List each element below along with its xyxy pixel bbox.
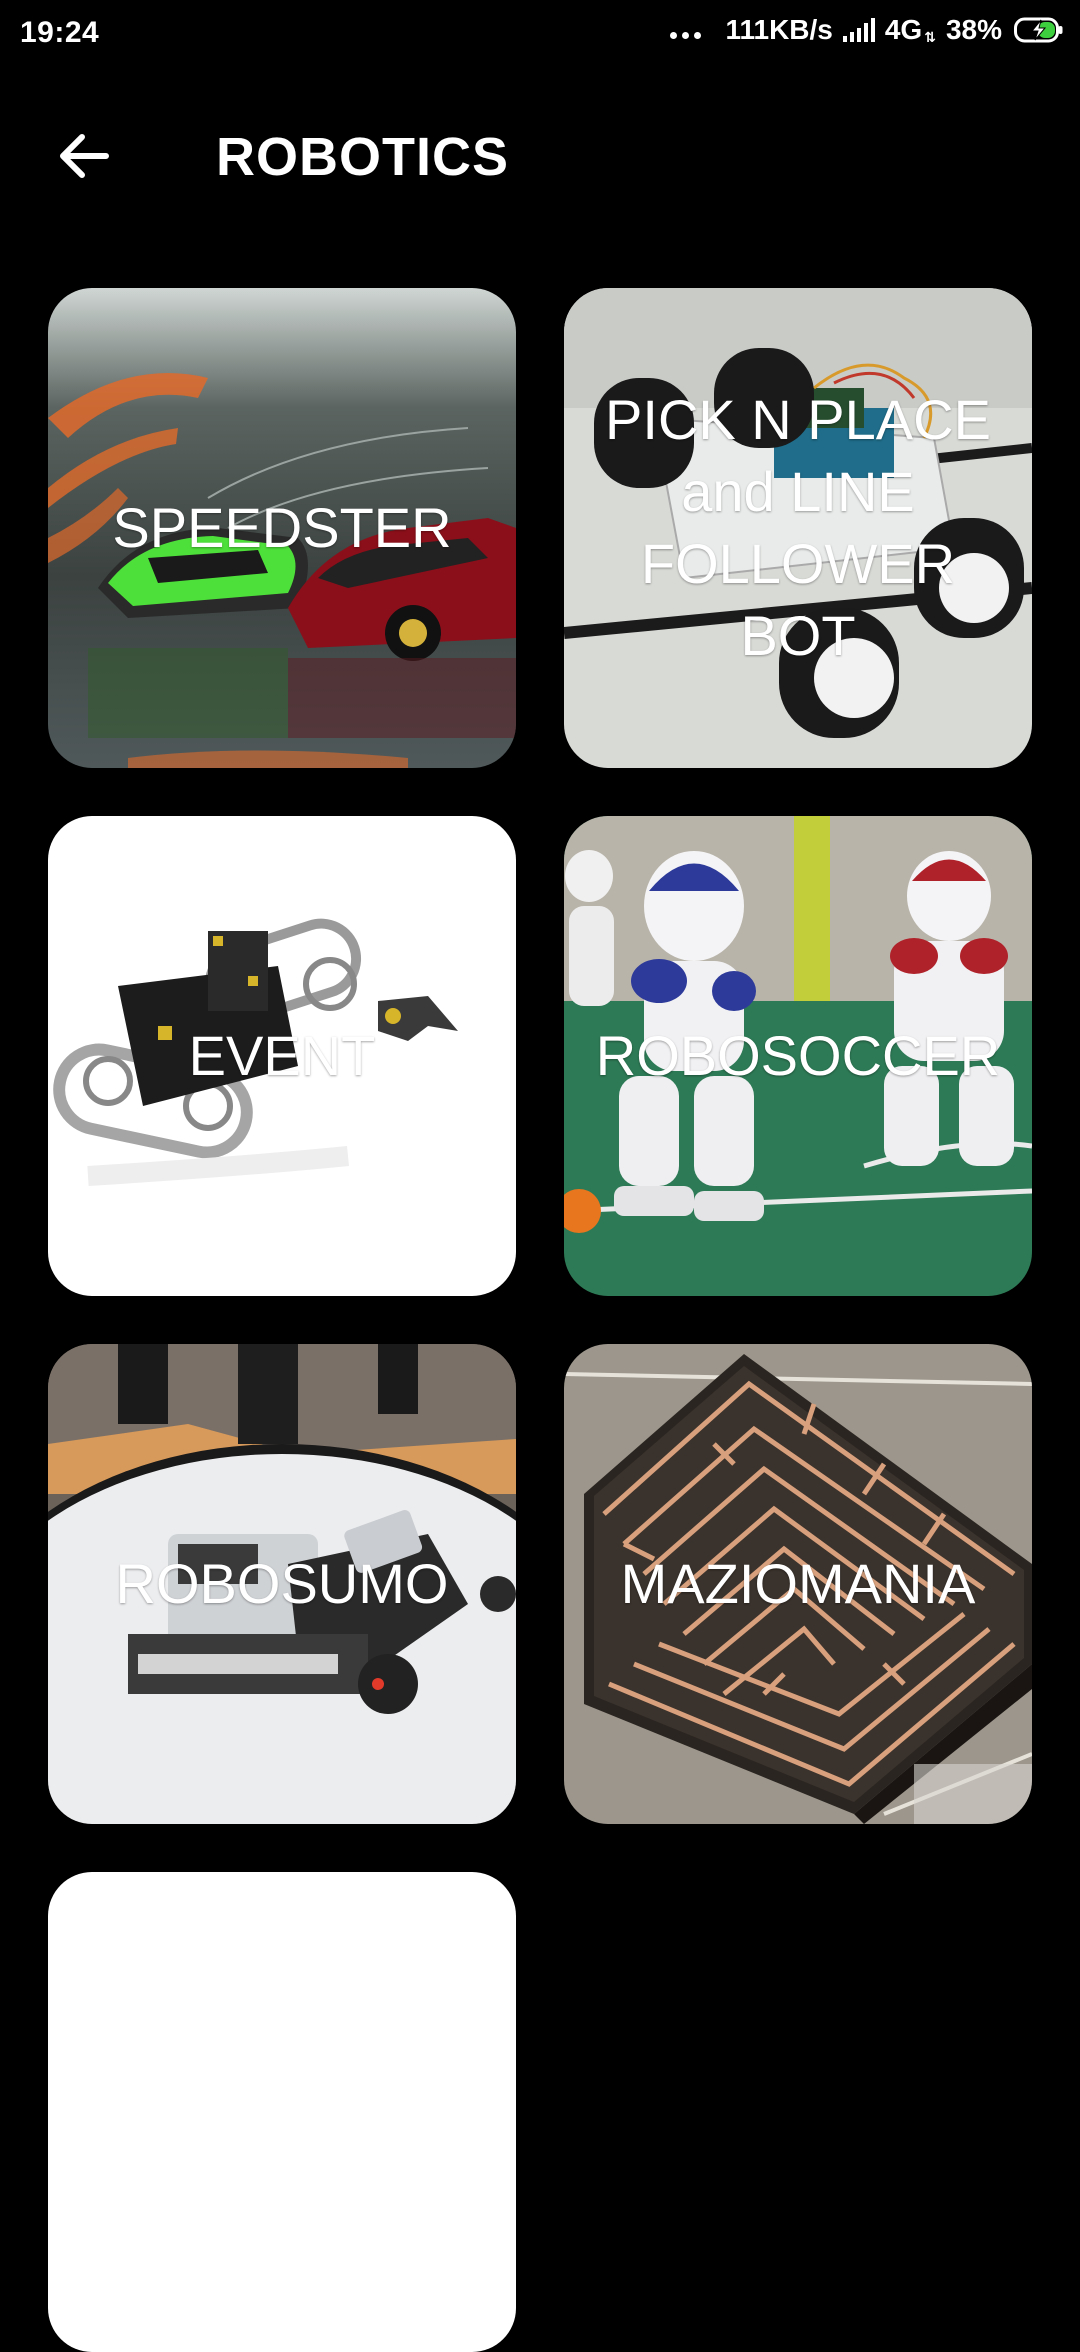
event-card-robosumo[interactable]: ROBOSUMO: [48, 1344, 516, 1824]
maze-image: [564, 1344, 1032, 1824]
signal-strength-icon: [842, 18, 875, 42]
battery-percent: 38%: [945, 14, 1002, 45]
event-label: ROBOSOCCER: [595, 1024, 1001, 1087]
robosoccer-image: [564, 816, 1032, 1296]
arrow-left-icon: [60, 134, 109, 178]
tracked-robot-image: [48, 816, 516, 1296]
network-speed: 111KB/s: [725, 14, 833, 45]
robosumo-image: [48, 1344, 516, 1824]
event-label: MAZIOMANIA: [620, 1552, 976, 1615]
event-card-maziomania[interactable]: MAZIOMANIA: [564, 1344, 1032, 1824]
event-label: PICK N PLACE and LINE FOLLOWER BOT: [605, 388, 991, 667]
speedster-image: [48, 288, 516, 768]
data-activity-icon: ⇅: [924, 29, 936, 45]
app-bar: ROBOTICS: [0, 100, 1080, 212]
battery-charging-icon: [1014, 17, 1064, 43]
back-button[interactable]: [44, 124, 124, 188]
status-indicators: 111KB/s 4G ⇅ 38%: [670, 14, 1064, 46]
status-time: 19:24: [20, 16, 100, 49]
event-label: ROBOSUMO: [115, 1552, 449, 1615]
page-title: ROBOTICS: [216, 127, 510, 187]
network-type: 4G ⇅: [885, 14, 936, 46]
event-card-robosoccer[interactable]: ROBOSOCCER: [564, 816, 1032, 1296]
network-type-label: 4G: [884, 14, 923, 45]
event-card-partial[interactable]: [48, 1872, 516, 2352]
line-follower-robot-image: [564, 288, 1032, 768]
event-label: EVENT: [188, 1024, 376, 1087]
event-label: SPEEDSTER: [112, 496, 452, 559]
more-notifications-icon: [670, 31, 702, 39]
event-card-speedster[interactable]: SPEEDSTER: [48, 288, 516, 768]
status-bar: 19:24 111KB/s 4G ⇅ 38%: [0, 0, 1080, 72]
event-card-pick-n-place[interactable]: PICK N PLACE and LINE FOLLOWER BOT: [564, 288, 1032, 768]
event-card-event[interactable]: EVENT: [48, 816, 516, 1296]
